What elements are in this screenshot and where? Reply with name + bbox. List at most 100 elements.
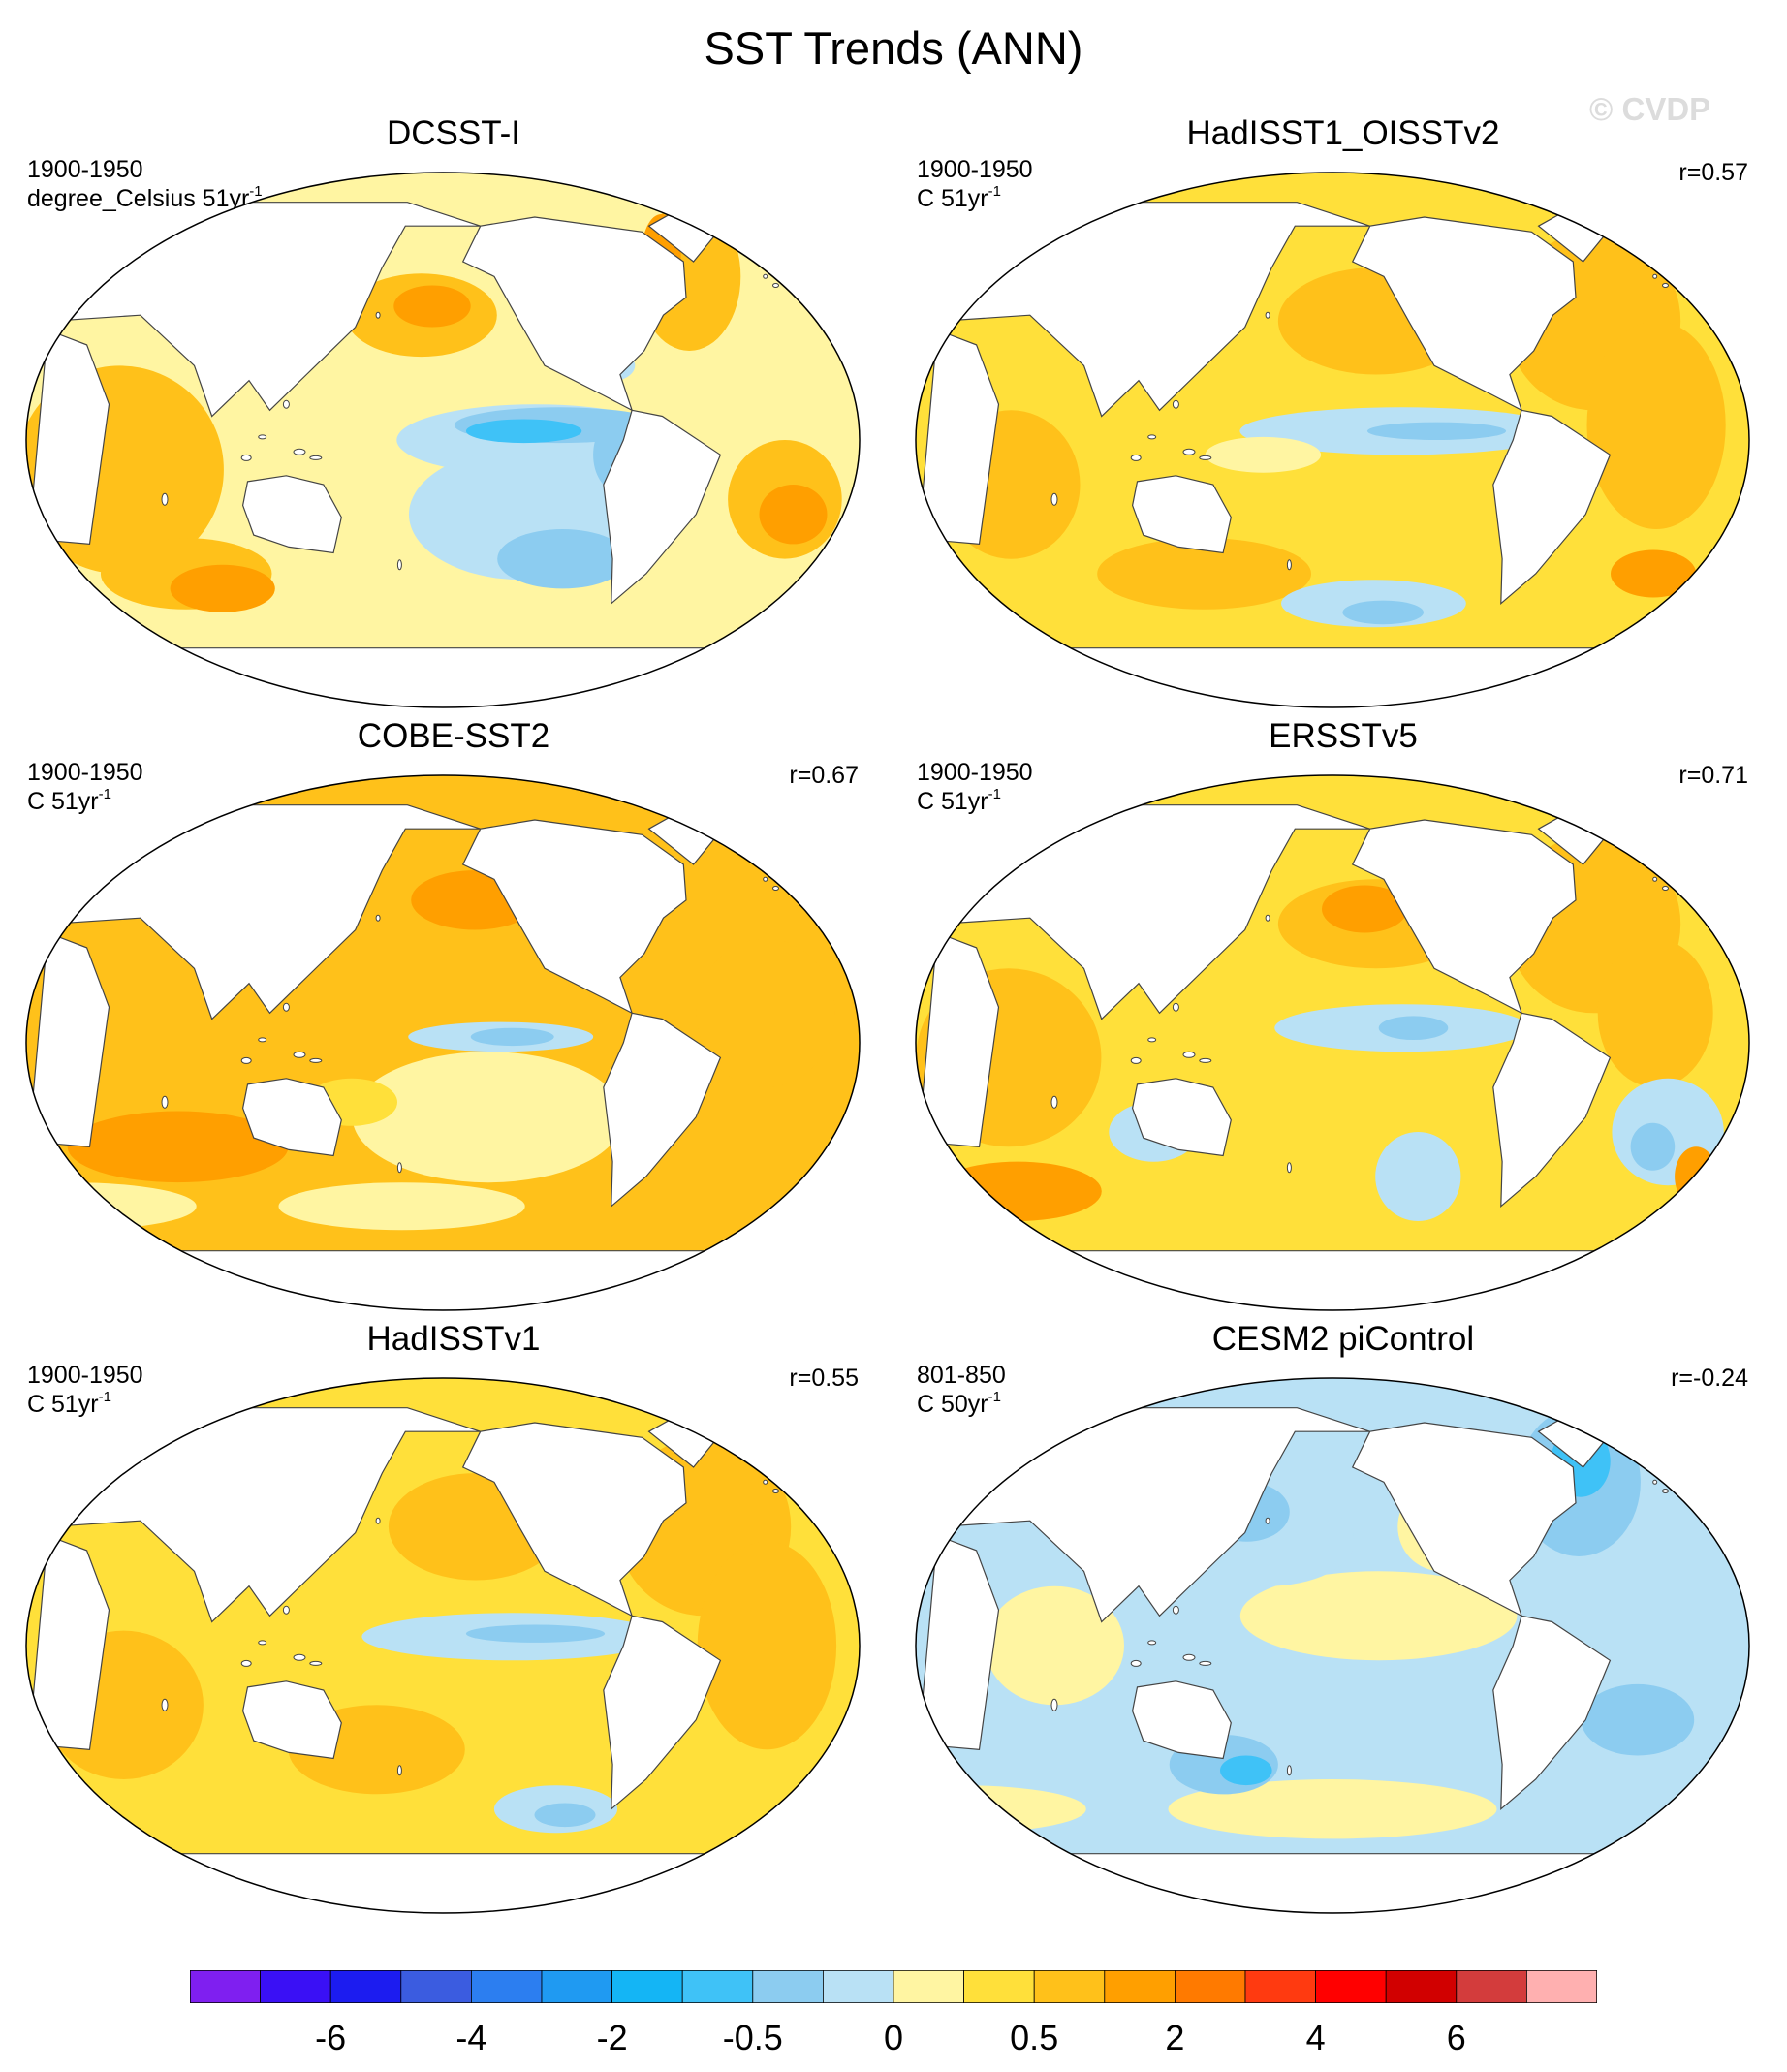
panel-meta: 1900-1950 C 51yr-1 <box>917 155 1033 213</box>
units-exponent: -1 <box>988 786 1001 802</box>
island <box>309 1057 323 1063</box>
colorbar-tick-label: -2 <box>596 2018 628 2057</box>
island <box>1662 1489 1669 1493</box>
trend-region <box>170 564 275 612</box>
trend-region <box>534 1803 596 1828</box>
island <box>258 1037 267 1043</box>
panel-title: CESM2 piControl <box>1211 1320 1475 1358</box>
trend-region <box>696 938 835 1087</box>
island <box>396 1765 402 1776</box>
correlation-label: r=0.71 <box>1678 762 1748 789</box>
trend-region <box>1168 1779 1497 1839</box>
island <box>772 1489 779 1493</box>
sst-trend-map <box>25 172 861 708</box>
units-exponent: -1 <box>249 183 263 200</box>
colorbar-swatch <box>260 1970 331 2003</box>
island <box>763 1479 768 1485</box>
landmass-samerica <box>1492 1012 1612 1209</box>
units-text: C 51yr <box>27 788 99 815</box>
island <box>1199 455 1212 460</box>
units-label: C 51yr-1 <box>27 1390 143 1419</box>
trend-region <box>1322 885 1408 933</box>
landmass-antarctica <box>989 1250 1676 1310</box>
island <box>240 454 252 461</box>
colorbar-swatch <box>893 1970 964 2003</box>
map-border <box>915 172 1750 708</box>
panel-meta: 1900-1950 C 51yr-1 <box>917 758 1033 816</box>
landmass-namerica <box>1351 1422 1577 1617</box>
panel-title: ERSSTv5 <box>1269 717 1418 755</box>
period-label: 801-850 <box>917 1362 1006 1389</box>
trend-region <box>465 1624 606 1643</box>
trend-region <box>1239 1571 1518 1661</box>
island <box>375 311 381 319</box>
colorbar-swatch <box>611 1970 683 2003</box>
landmass-antarctica <box>100 1853 786 1913</box>
ocean-field <box>916 173 1749 707</box>
units-label: C 51yr-1 <box>27 787 143 816</box>
trend-region <box>67 1111 289 1183</box>
colorbar-swatch <box>190 1970 261 2003</box>
map-border <box>25 774 861 1311</box>
units-exponent: -1 <box>98 1389 111 1405</box>
units-label: C 51yr-1 <box>917 184 1033 213</box>
units-exponent: -1 <box>988 1389 1001 1405</box>
panel-title: HadISST1_OISSTv2 <box>1186 114 1500 152</box>
units-exponent: -1 <box>98 786 111 802</box>
ocean-field <box>916 1378 1749 1913</box>
colorbar-swatch <box>1175 1970 1246 2003</box>
island <box>1265 1517 1270 1524</box>
colorbar-swatch <box>1456 1970 1527 2003</box>
map-panel-ersstv5: ERSSTv5 1900-1950 C 51yr-1 r=0.71 <box>899 717 1787 1318</box>
colorbar-swatch <box>1244 1970 1316 2003</box>
ocean-field <box>26 173 860 707</box>
colorbar-swatch <box>752 1970 824 2003</box>
island <box>1662 886 1669 891</box>
trend-region <box>1611 549 1697 598</box>
landmass-eurasia <box>49 1407 481 1623</box>
trend-region <box>933 1161 1102 1221</box>
island <box>240 1056 252 1064</box>
trend-region <box>352 1052 624 1183</box>
colorbar-tick-label: -6 <box>315 2018 347 2057</box>
island <box>1182 1653 1196 1661</box>
landmass-namerica <box>461 216 687 412</box>
island <box>1652 273 1658 279</box>
island <box>1147 1037 1157 1043</box>
landmass-australia <box>241 1680 342 1760</box>
colorbar-swatch <box>963 1970 1035 2003</box>
island <box>1182 1051 1196 1058</box>
landmass-samerica <box>603 409 722 606</box>
trend-region <box>1220 1755 1272 1786</box>
units-exponent: -1 <box>988 183 1001 200</box>
map-panel-dcsst: DCSST-I 1900-1950 degree_Celsius 51yr-1 <box>10 114 897 715</box>
trend-region <box>1597 938 1713 1087</box>
island <box>1130 1056 1142 1064</box>
panel-title: HadISSTv1 <box>366 1320 541 1358</box>
island <box>1286 1765 1292 1776</box>
island <box>258 1640 267 1646</box>
landmass-antarctica <box>100 647 786 707</box>
colorbar-swatch <box>681 1970 754 2003</box>
colorbar-tick-label: 4 <box>1305 2018 1326 2057</box>
island <box>1050 492 1058 506</box>
landmass-samerica <box>603 1012 722 1209</box>
colorbar-swatch <box>400 1970 472 2003</box>
sst-trend-map <box>915 172 1750 708</box>
colorbar-tick-label: 6 <box>1446 2018 1466 2057</box>
landmass-samerica <box>603 1615 722 1811</box>
trend-region <box>393 285 471 328</box>
island <box>1265 914 1270 922</box>
island <box>161 1698 169 1711</box>
sst-trend-map <box>915 774 1750 1311</box>
landmass-eurasia <box>939 202 1370 418</box>
trend-region <box>1375 1132 1461 1221</box>
island <box>1286 559 1292 571</box>
island <box>772 283 779 288</box>
landmass-australia <box>1131 1680 1232 1760</box>
units-text: C 50yr <box>917 1391 988 1418</box>
period-label: 1900-1950 <box>917 156 1033 183</box>
map-border <box>25 172 861 708</box>
island <box>375 1517 381 1524</box>
landmass-samerica <box>1492 409 1612 606</box>
